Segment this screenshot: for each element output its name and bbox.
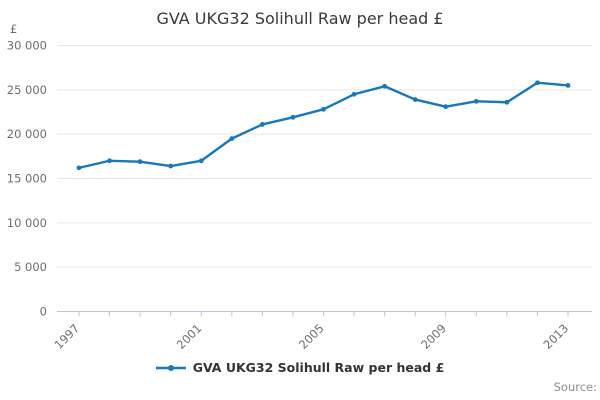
svg-text:25 000: 25 000 <box>7 83 47 97</box>
y-axis-unit-label: £ <box>10 22 18 36</box>
svg-text:10 000: 10 000 <box>7 216 47 230</box>
svg-text:30 000: 30 000 <box>7 39 47 53</box>
legend-line-marker-icon <box>155 364 186 371</box>
svg-text:20 000: 20 000 <box>7 127 47 141</box>
chart-title: GVA UKG32 Solihull Raw per head £ <box>156 9 444 28</box>
svg-text:0: 0 <box>40 305 47 319</box>
chart-plot-area: 0 5 000 10 000 15 000 20 000 25 000 30 000 1997… <box>7 39 592 352</box>
svg-text:15 000: 15 000 <box>7 172 47 186</box>
legend-item[interactable]: GVA UKG32 Solihull Raw per head £ <box>0 360 600 375</box>
svg-text:2005: 2005 <box>296 321 327 352</box>
svg-text:2009: 2009 <box>418 321 449 352</box>
source-label: Source: <box>553 380 597 394</box>
svg-text:1997: 1997 <box>52 321 83 352</box>
svg-text:5 000: 5 000 <box>14 260 47 274</box>
legend-dot <box>167 364 174 371</box>
svg-text:2013: 2013 <box>541 321 572 352</box>
svg-text:2001: 2001 <box>174 321 205 352</box>
legend-label: GVA UKG32 Solihull Raw per head £ <box>192 360 445 375</box>
